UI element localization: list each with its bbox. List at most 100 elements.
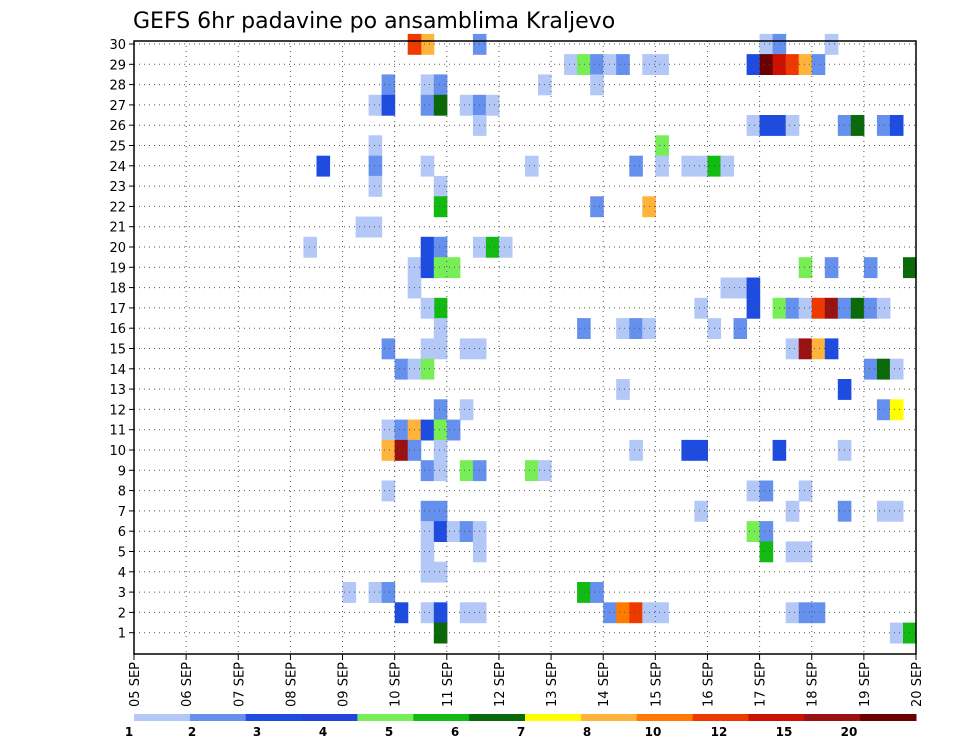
heatmap-cell-103 <box>798 338 813 360</box>
heatmap-cell-7 <box>577 54 591 75</box>
heatmap-cell-115 <box>459 399 474 421</box>
heatmap-cell-14 <box>759 54 774 75</box>
legend-swatch-11 <box>748 714 805 721</box>
x-tick-label-5: 10 SEP <box>389 662 404 707</box>
legend-swatch-1 <box>189 714 247 721</box>
y-tick-label-1: 1 <box>118 627 126 642</box>
heatmap-cell-19 <box>381 74 396 96</box>
heatmap-cell-122 <box>433 419 448 441</box>
heatmap-cell-170 <box>420 602 435 624</box>
y-tick-label-26: 26 <box>109 119 126 134</box>
heatmap-cell-59 <box>303 236 317 258</box>
legend-swatch-13 <box>860 714 917 721</box>
heatmap-cell-155 <box>746 521 761 542</box>
legend-label-1: 2 <box>188 725 196 739</box>
heatmap-cell-53 <box>433 175 448 197</box>
heatmap-cell-68 <box>446 257 461 279</box>
legend-label-3: 4 <box>319 725 327 739</box>
heatmap-cell-35 <box>785 115 800 136</box>
heatmap-cell-104 <box>811 338 826 360</box>
legend-swatch-3 <box>301 714 358 721</box>
y-tick-label-8: 8 <box>118 485 126 500</box>
heatmap-cell-100 <box>459 338 474 360</box>
heatmap-cell-77 <box>433 297 448 319</box>
x-tick-label-7: 12 SEP <box>493 662 508 707</box>
plot-frame <box>133 40 917 655</box>
heatmap-cell-38 <box>876 115 891 136</box>
x-tick-label-1: 06 SEP <box>180 662 195 707</box>
heatmap-cell-64 <box>498 236 513 258</box>
heatmap-cell-108 <box>420 358 435 380</box>
heatmap-cell-37 <box>850 115 865 136</box>
heatmap-cell-139 <box>381 480 396 502</box>
heatmap-cell-135 <box>459 460 474 482</box>
y-axis: 1234567891011121314151617181920212223242… <box>109 38 134 642</box>
y-tick-label-16: 16 <box>109 322 126 337</box>
heatmap-cell-109 <box>863 358 878 380</box>
legend-label-9: 12 <box>711 725 728 739</box>
heatmap-cell-8 <box>590 54 604 75</box>
y-tick-label-25: 25 <box>109 140 126 155</box>
heatmap-cell-111 <box>889 358 904 380</box>
heatmap-cell-162 <box>420 561 435 583</box>
legend-swatch-4 <box>357 714 414 721</box>
heatmap-cell-102 <box>785 338 800 360</box>
heatmap-cell-32 <box>746 115 761 136</box>
legend-swatch-6 <box>469 714 526 721</box>
y-tick-label-28: 28 <box>109 79 126 94</box>
heatmap-cell-82 <box>785 297 800 319</box>
heatmap-cell-134 <box>433 460 448 482</box>
y-tick-label-20: 20 <box>109 241 126 256</box>
heatmap-cell-133 <box>420 460 435 482</box>
y-tick-label-18: 18 <box>109 282 126 297</box>
heatmap-cell-178 <box>655 602 669 624</box>
heatmap-cell-144 <box>433 500 448 522</box>
heatmap-cell-137 <box>525 460 539 482</box>
heatmap-cell-105 <box>824 338 839 360</box>
y-tick-label-14: 14 <box>109 363 126 378</box>
heatmap-cell-40 <box>368 135 383 157</box>
heatmap-cell-153 <box>459 521 474 542</box>
heatmap-cell-17 <box>798 54 813 75</box>
heatmap-cell-96 <box>733 318 748 339</box>
heatmap-cell-152 <box>446 521 461 542</box>
y-tick-label-15: 15 <box>109 343 126 358</box>
legend-swatch-2 <box>245 714 303 721</box>
heatmap-cell-114 <box>433 399 448 421</box>
heatmap-cell-123 <box>446 419 461 441</box>
heatmap-cell-141 <box>759 480 774 502</box>
x-tick-label-8: 13 SEP <box>545 662 560 707</box>
heatmap-cell-52 <box>368 175 383 197</box>
legend-swatch-8 <box>580 714 638 721</box>
y-tick-label-12: 12 <box>109 403 126 418</box>
legend-label-6: 7 <box>517 725 525 739</box>
heatmap-cell-156 <box>759 521 774 542</box>
heatmap-cell-182 <box>433 622 448 644</box>
x-tick-label-12: 17 SEP <box>754 662 769 707</box>
heatmap-cell-43 <box>368 155 383 177</box>
y-tick-label-27: 27 <box>109 99 126 114</box>
color-legend: 1 2 3 4 5 6 7 8 10 12 15 20 <box>125 714 917 739</box>
heatmap-cell-121 <box>420 419 435 441</box>
legend-label-7: 8 <box>583 725 591 739</box>
heatmap-cell-75 <box>720 277 735 299</box>
heatmap-cell-165 <box>368 582 383 603</box>
heatmap-cell-151 <box>433 521 448 542</box>
heatmap-cell-128 <box>629 439 643 461</box>
y-tick-label-30: 30 <box>109 38 126 53</box>
heatmap-cell-118 <box>381 419 396 441</box>
heatmap-cell-110 <box>876 358 891 380</box>
y-tick-label-23: 23 <box>109 180 126 195</box>
y-tick-label-2: 2 <box>118 606 126 621</box>
heatmap-cell-46 <box>629 155 643 177</box>
heatmap-cell-143 <box>420 500 435 522</box>
heatmap-cell-63 <box>485 236 500 258</box>
heatmap-cell-28 <box>459 94 474 116</box>
x-tick-label-3: 08 SEP <box>284 662 299 707</box>
heatmap-cell-18 <box>811 54 826 75</box>
y-tick-label-17: 17 <box>109 302 126 317</box>
y-tick-label-10: 10 <box>109 444 126 459</box>
legend-swatch-7 <box>525 714 582 721</box>
cells-layer <box>303 33 917 644</box>
